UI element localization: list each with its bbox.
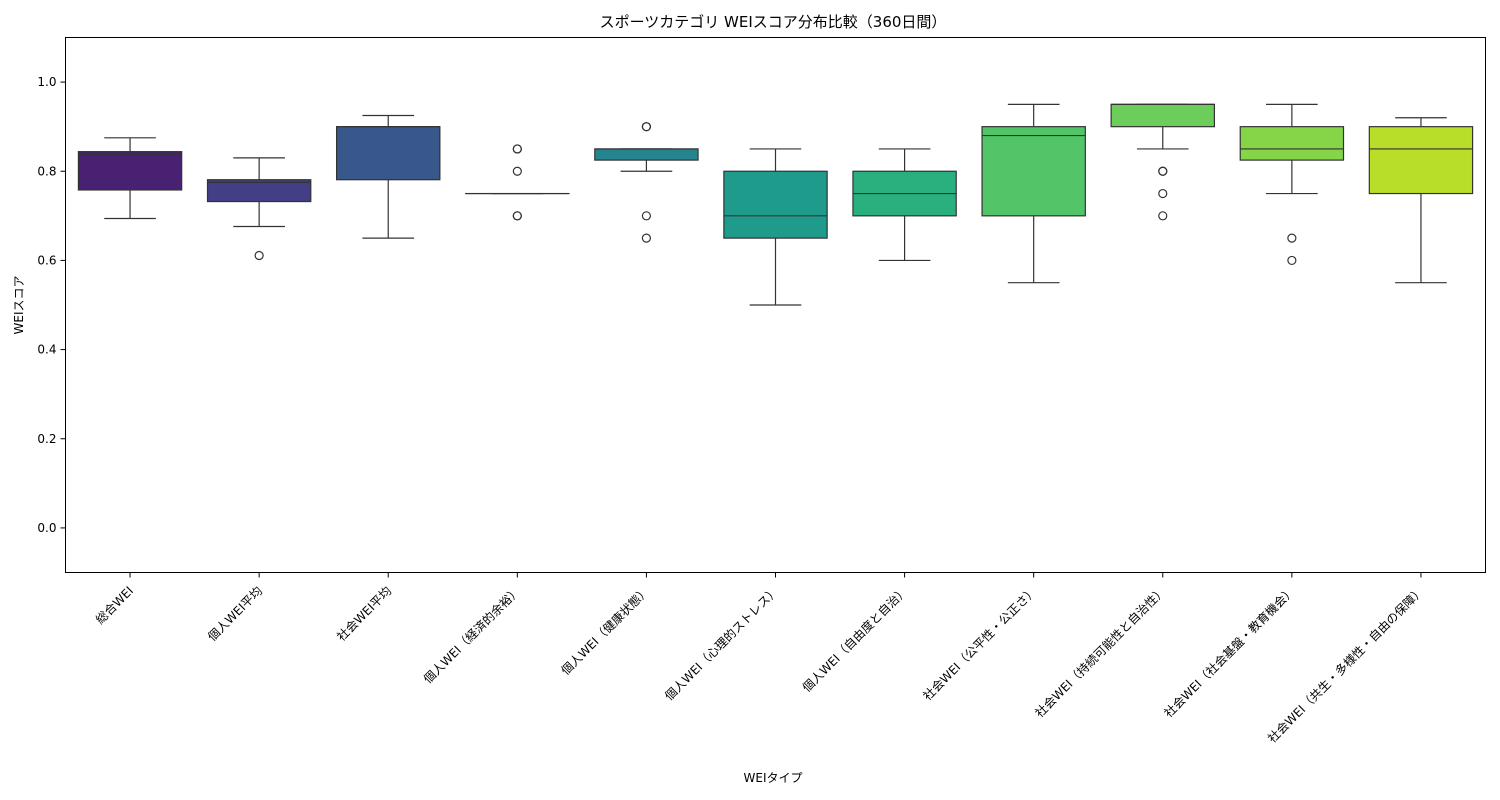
x-tick-label: 個人WEI平均	[205, 584, 265, 644]
x-tick-label: 社会WEI（社会基盤・教育機会）	[1161, 583, 1298, 720]
outlier-point	[512, 144, 522, 154]
outlier-point	[512, 211, 522, 221]
outlier-point	[1287, 233, 1297, 243]
outlier-point	[641, 211, 652, 221]
outlier-point	[512, 166, 522, 176]
outlier-point	[254, 250, 264, 261]
y-tick-label: 1.0	[37, 75, 56, 89]
box-3	[335, 114, 441, 239]
y-tick-label: 0.4	[37, 343, 56, 357]
box-9	[1110, 103, 1216, 221]
x-tick-label: 個人WEI（自由度と自治）	[799, 583, 911, 695]
box-4	[465, 144, 570, 221]
box-1	[77, 137, 183, 220]
x-tick-label: 社会WEI（持続可能性と自治性）	[1032, 583, 1169, 720]
outlier-point	[1158, 211, 1168, 221]
box-5	[594, 122, 699, 243]
x-tick-label: 社会WEI（公平性・公正さ）	[920, 583, 1040, 703]
box-body	[723, 170, 828, 239]
y-tick-label: 0.6	[37, 253, 56, 267]
x-tick-label: 社会WEI（共生・多様性・自由の保障）	[1264, 583, 1427, 746]
outlier-point	[1158, 166, 1168, 176]
x-axis-label: WEIタイプ	[744, 771, 803, 785]
box-6	[723, 148, 828, 306]
outlier-point	[1287, 255, 1297, 266]
y-tick-label: 0.8	[37, 164, 56, 178]
outlier-point	[641, 122, 652, 132]
y-tick-label: 0.2	[37, 432, 56, 446]
box-11	[1368, 117, 1474, 284]
x-tick-label: 個人WEI（心理的ストレス）	[661, 583, 781, 703]
box-body	[1110, 103, 1216, 128]
y-tick-label: 0.0	[37, 521, 56, 535]
box-7	[852, 148, 957, 262]
y-axis-label: WEIスコア	[12, 276, 26, 335]
box-body	[1239, 126, 1345, 161]
box-8	[981, 103, 1086, 284]
plot-area	[77, 103, 1474, 306]
box-10	[1239, 103, 1345, 266]
outlier-point	[1158, 188, 1168, 199]
box-body	[981, 126, 1086, 217]
x-tick-label: 総合WEI	[92, 583, 136, 627]
box-body	[206, 179, 312, 203]
x-tick-label: 個人WEI（健康状態）	[558, 583, 653, 678]
x-tick-label: 個人WEI（経済的余裕）	[420, 583, 523, 686]
box-body	[1368, 126, 1474, 195]
x-tick-label: 社会WEI平均	[334, 583, 395, 644]
box-2	[206, 157, 312, 261]
y-axis: 0.0 0.2 0.4 0.6 0.8 1.0	[37, 75, 66, 535]
chart-title: スポーツカテゴリ WEIスコア分布比較（360日間）	[600, 13, 947, 31]
box-body	[77, 151, 183, 191]
box-body	[594, 148, 699, 161]
box-body	[335, 126, 441, 181]
outlier-point	[641, 233, 652, 243]
x-axis: 総合WEI 個人WEI平均 社会WEI平均 個人WEI（経済的余裕） 個人WEI（健康状…	[92, 572, 1427, 746]
